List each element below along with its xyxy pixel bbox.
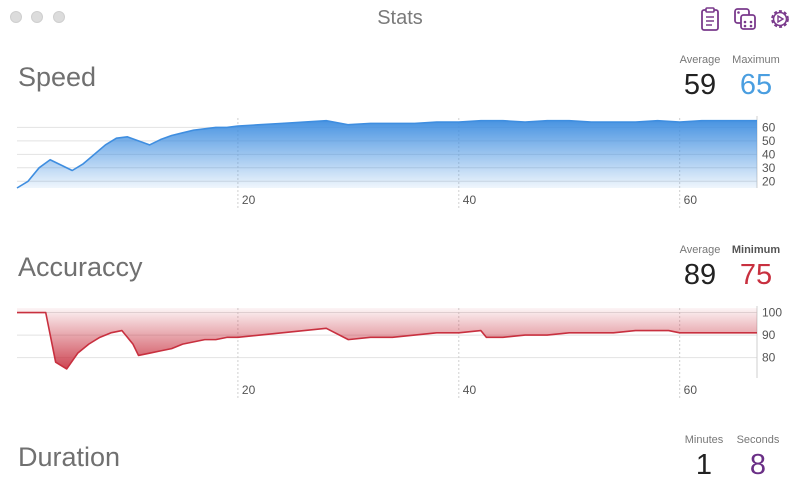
accuracy-minimum-stat: Minimum 75 (728, 244, 784, 291)
speed-x-tick-label-2: 60 (684, 193, 698, 207)
accuracy-series-line (17, 311, 757, 370)
close-window-button[interactable] (10, 11, 22, 23)
speed-y-tick-label-1: 30 (762, 161, 776, 175)
title-bar: Stats (0, 0, 800, 38)
speed-y-tick-label-2: 40 (762, 147, 776, 161)
speed-maximum-value: 65 (739, 69, 773, 101)
duration-seconds-value: 8 (749, 449, 767, 481)
dice-icon[interactable] (732, 6, 758, 32)
duration-title: Duration (18, 442, 121, 472)
speed-x-tick-label-0: 20 (242, 193, 256, 207)
zoom-window-button[interactable] (53, 11, 65, 23)
duration-seconds-stat: Seconds 8 (732, 434, 784, 481)
window-title: Stats (377, 7, 423, 29)
gear-icon[interactable] (767, 6, 793, 32)
speed-average-value: 59 (683, 69, 717, 101)
accuracy-chart: 80 90 100 20 40 60 (17, 306, 782, 398)
accuracy-x-tick-label-1: 40 (463, 383, 477, 397)
speed-average-stat: Average 59 (678, 54, 722, 101)
accuracy-average-stat: Average 89 (678, 244, 722, 291)
accuracy-y-tick-label-1: 90 (762, 328, 776, 342)
minimize-window-button[interactable] (31, 11, 43, 23)
accuracy-average-value: 89 (683, 259, 717, 291)
accuracy-y-tick-label-0: 80 (762, 351, 776, 365)
speed-series-line (16, 119, 757, 189)
clipboard-icon[interactable] (697, 6, 723, 32)
speed-maximum-label: Maximum (732, 54, 780, 66)
speed-x-tick-label-1: 40 (463, 193, 477, 207)
speed-average-label: Average (679, 54, 721, 66)
accuracy-minimum-label: Minimum (731, 244, 781, 256)
speed-maximum-stat: Maximum 65 (728, 54, 784, 101)
accuracy-average-label: Average (679, 244, 721, 256)
accuracy-title: Accuraccy (18, 252, 143, 282)
duration-minutes-stat: Minutes 1 (680, 434, 728, 481)
accuracy-minimum-value: 75 (739, 259, 773, 291)
accuracy-area-fill (17, 308, 757, 369)
duration-seconds-label: Seconds (736, 434, 780, 446)
speed-y-tick-label-0: 20 (762, 174, 776, 188)
speed-y-tick-label-4: 60 (762, 120, 776, 134)
speed-area-fill (17, 120, 757, 188)
speed-y-tick-label-3: 50 (762, 134, 776, 148)
duration-minutes-label: Minutes (684, 434, 724, 446)
accuracy-x-tick-label-0: 20 (242, 383, 256, 397)
accuracy-y-tick-label-2: 100 (762, 306, 782, 320)
speed-title: Speed (18, 62, 97, 92)
accuracy-x-tick-label-2: 60 (684, 383, 698, 397)
duration-minutes-value: 1 (695, 449, 713, 481)
